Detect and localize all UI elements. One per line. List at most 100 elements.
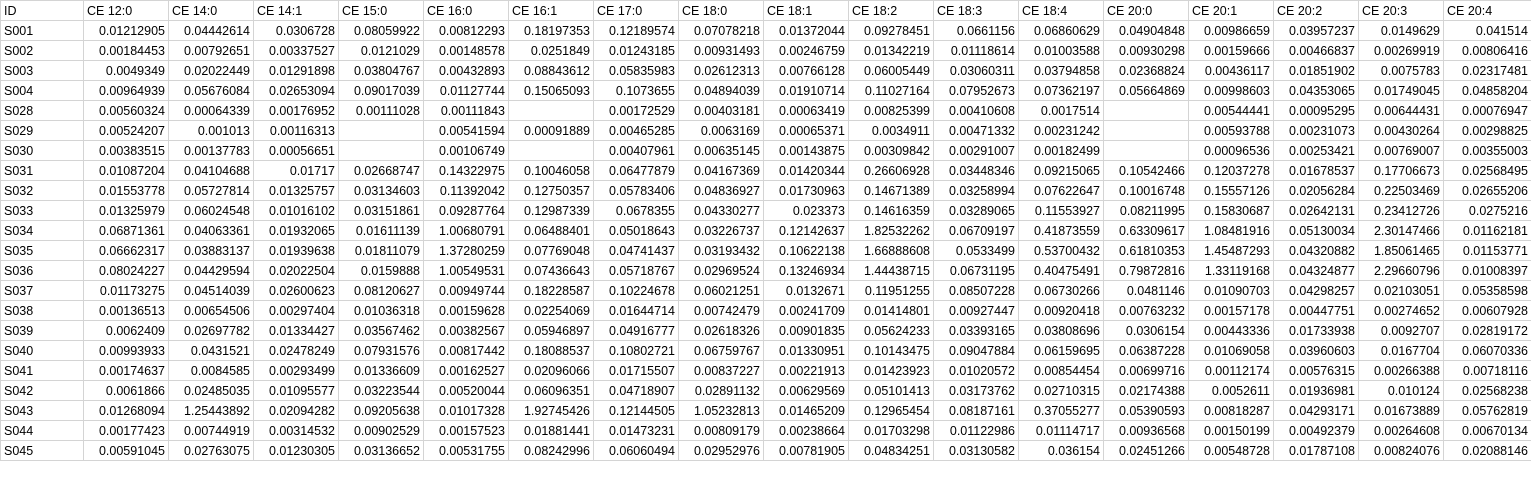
data-cell[interactable]: 0.00091889 [508,120,594,141]
data-cell[interactable]: 2.29660796 [1358,260,1444,281]
data-cell[interactable]: 0.00162527 [423,360,509,381]
row-id-cell[interactable]: S038 [0,300,84,321]
row-id-cell[interactable]: S033 [0,200,84,221]
data-cell[interactable]: 0.00096536 [1188,140,1274,161]
data-cell[interactable]: 0.01932065 [253,220,339,241]
data-cell[interactable]: 0.00541594 [423,120,509,141]
data-cell[interactable]: 0.00492379 [1273,420,1359,441]
data-cell[interactable]: 0.06662317 [83,240,169,261]
data-cell[interactable]: 0.02317481 [1443,60,1531,81]
data-cell[interactable]: 0.01268094 [83,400,169,421]
data-cell[interactable]: 0.00607928 [1443,300,1531,321]
data-cell[interactable]: 0.00817442 [423,340,509,361]
data-cell[interactable]: 0.0533499 [933,240,1019,261]
data-cell[interactable]: 0.00112174 [1188,360,1274,381]
column-header[interactable]: CE 18:4 [1018,0,1104,21]
data-cell[interactable]: 0.09278451 [848,20,934,41]
data-cell[interactable]: 0.06024548 [168,200,254,221]
data-cell[interactable]: 0.0275216 [1443,200,1531,221]
data-cell[interactable]: 0.00269919 [1358,40,1444,61]
data-cell[interactable]: 0.04298257 [1273,280,1359,301]
data-cell[interactable]: 0.00986659 [1188,20,1274,41]
data-cell[interactable]: 0.05664869 [1103,80,1189,101]
row-id-cell[interactable]: S037 [0,280,84,301]
data-cell[interactable]: 0.00763232 [1103,300,1189,321]
data-cell[interactable]: 0.00246759 [763,40,849,61]
data-cell[interactable]: 0.01212905 [83,20,169,41]
data-cell[interactable] [1103,140,1189,161]
data-cell[interactable]: 0.00136513 [83,300,169,321]
data-cell[interactable]: 0.12987339 [508,200,594,221]
data-cell[interactable]: 0.03883137 [168,240,254,261]
data-cell[interactable]: 0.0481146 [1103,280,1189,301]
data-cell[interactable]: 0.00241709 [763,300,849,321]
row-id-cell[interactable]: S041 [0,360,84,381]
data-cell[interactable]: 0.00902529 [338,420,424,441]
data-cell[interactable]: 0.01703298 [848,420,934,441]
data-cell[interactable]: 0.06709197 [933,220,1019,241]
data-cell[interactable]: 0.00111843 [423,100,509,121]
data-cell[interactable]: 0.08507228 [933,280,1019,301]
data-cell[interactable]: 0.04904848 [1103,20,1189,41]
data-cell[interactable]: 0.01465209 [763,400,849,421]
data-cell[interactable]: 0.00159666 [1188,40,1274,61]
data-cell[interactable]: 0.04514039 [168,280,254,301]
data-cell[interactable]: 0.00337527 [253,40,339,61]
data-cell[interactable]: 0.00264608 [1358,420,1444,441]
data-cell[interactable]: 0.03173762 [933,380,1019,401]
data-cell[interactable]: 0.02612313 [678,60,764,81]
data-cell[interactable]: 0.00355003 [1443,140,1531,161]
data-cell[interactable]: 0.05783406 [593,180,679,201]
data-cell[interactable]: 0.01372044 [763,20,849,41]
row-id-cell[interactable]: S032 [0,180,84,201]
data-cell[interactable]: 0.22503469 [1358,180,1444,201]
data-cell[interactable]: 0.00744919 [168,420,254,441]
data-cell[interactable]: 0.00150199 [1188,420,1274,441]
data-cell[interactable]: 0.00111028 [338,100,424,121]
data-cell[interactable]: 0.03223544 [338,380,424,401]
data-cell[interactable]: 0.0159888 [338,260,424,281]
data-cell[interactable]: 0.00095295 [1273,100,1359,121]
data-cell[interactable]: 0.01291898 [253,60,339,81]
data-cell[interactable]: 1.45487293 [1188,240,1274,261]
data-cell[interactable]: 0.01881441 [508,420,594,441]
data-cell[interactable]: 0.01423923 [848,360,934,381]
data-cell[interactable]: 0.10622138 [763,240,849,261]
data-cell[interactable]: 0.0075783 [1358,60,1444,81]
data-cell[interactable]: 0.09047884 [933,340,1019,361]
data-cell[interactable]: 0.00293499 [253,360,339,381]
data-cell[interactable]: 0.00297404 [253,300,339,321]
data-cell[interactable]: 1.33119168 [1188,260,1274,281]
data-cell[interactable]: 0.02819172 [1443,320,1531,341]
data-cell[interactable]: 0.01420344 [763,160,849,181]
data-cell[interactable]: 0.0052611 [1188,380,1274,401]
data-cell[interactable]: 0.04858204 [1443,80,1531,101]
data-cell[interactable]: 0.02174388 [1103,380,1189,401]
row-id-cell[interactable]: S040 [0,340,84,361]
data-cell[interactable]: 0.61810353 [1103,240,1189,261]
data-cell[interactable]: 0.01087204 [83,160,169,181]
data-cell[interactable]: 0.01118614 [933,40,1019,61]
data-cell[interactable]: 0.01749045 [1358,80,1444,101]
data-cell[interactable]: 0.0049349 [83,60,169,81]
data-cell[interactable]: 0.04320882 [1273,240,1359,261]
data-cell[interactable]: 0.02653094 [253,80,339,101]
data-cell[interactable]: 0.00298825 [1443,120,1531,141]
data-cell[interactable]: 0.02668747 [338,160,424,181]
row-id-cell[interactable]: S045 [0,440,84,461]
data-cell[interactable]: 0.17706673 [1358,160,1444,181]
data-cell[interactable]: 0.01325979 [83,200,169,221]
column-header[interactable]: CE 18:3 [933,0,1019,21]
data-cell[interactable]: 0.07362197 [1018,80,1104,101]
data-cell[interactable]: 1.37280259 [423,240,509,261]
data-cell[interactable]: 0.26606928 [848,160,934,181]
data-cell[interactable]: 0.41873559 [1018,220,1104,241]
data-cell[interactable]: 0.01036318 [338,300,424,321]
column-header[interactable]: CE 20:4 [1443,0,1531,21]
data-cell[interactable]: 0.00644431 [1358,100,1444,121]
data-cell[interactable]: 0.14671389 [848,180,934,201]
column-header[interactable]: CE 18:1 [763,0,849,21]
data-cell[interactable]: 0.03289065 [933,200,1019,221]
data-cell[interactable]: 0.00837227 [678,360,764,381]
data-cell[interactable]: 0.02969524 [678,260,764,281]
